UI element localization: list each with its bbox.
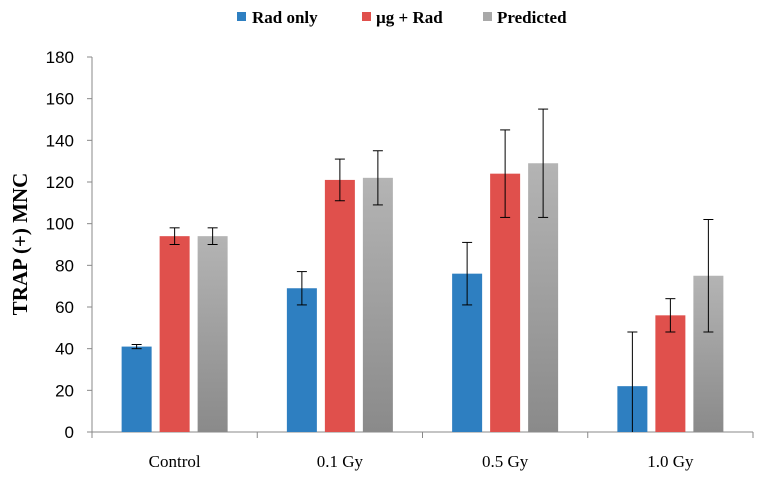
legend: Rad only µg + Rad Predicted bbox=[237, 8, 567, 27]
x-tick-label: Control bbox=[149, 452, 201, 471]
y-axis-label: TRAP (+) MNC bbox=[8, 173, 32, 316]
y-ticks: 0 20 40 60 80 100 120 140 160 180 bbox=[46, 48, 92, 442]
y-tick-label: 20 bbox=[55, 381, 74, 400]
y-tick-label: 80 bbox=[55, 256, 74, 275]
legend-label-predicted: Predicted bbox=[497, 8, 567, 27]
y-tick-label: 140 bbox=[46, 131, 74, 150]
x-tick-label: 0.1 Gy bbox=[317, 452, 364, 471]
y-tick-label: 40 bbox=[55, 340, 74, 359]
legend-swatch-rad-only bbox=[237, 12, 246, 21]
bar bbox=[362, 177, 393, 432]
bar bbox=[197, 236, 228, 432]
legend-label-rad-only: Rad only bbox=[252, 8, 318, 27]
x-tick-label: 1.0 Gy bbox=[647, 452, 694, 471]
y-tick-label: 0 bbox=[65, 423, 74, 442]
bars bbox=[121, 163, 724, 432]
y-tick-label: 180 bbox=[46, 48, 74, 67]
y-tick-label: 100 bbox=[46, 215, 74, 234]
y-tick-label: 60 bbox=[55, 298, 74, 317]
error-bars bbox=[131, 108, 714, 432]
legend-swatch-ug-rad bbox=[362, 12, 371, 21]
y-tick-label: 160 bbox=[46, 90, 74, 109]
legend-label-ug-rad: µg + Rad bbox=[376, 8, 443, 27]
bar bbox=[286, 288, 317, 432]
bar bbox=[655, 315, 686, 432]
bar bbox=[324, 179, 355, 432]
bar bbox=[121, 346, 152, 432]
legend-swatch-predicted bbox=[483, 12, 492, 21]
x-tick-label: 0.5 Gy bbox=[482, 452, 529, 471]
x-tick-labels: Control 0.1 Gy 0.5 Gy 1.0 Gy bbox=[149, 452, 694, 471]
y-tick-label: 120 bbox=[46, 173, 74, 192]
axes bbox=[91, 57, 754, 438]
bar bbox=[159, 236, 190, 432]
